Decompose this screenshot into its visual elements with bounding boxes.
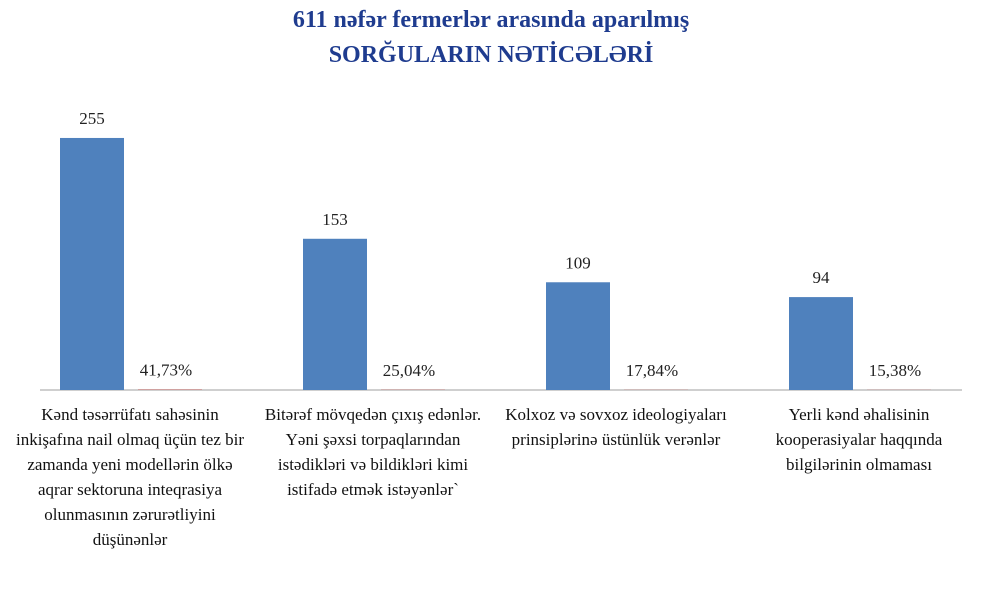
bar	[546, 282, 610, 390]
bar	[303, 238, 367, 390]
chart-title: 611 nəfər fermerlər arasında aparılmış	[293, 7, 689, 33]
bar	[789, 297, 853, 390]
data-label: 25,04%	[383, 361, 435, 380]
x-tick-label: Kənd təsərrüfatı sahəsinin inkişafına na…	[15, 405, 244, 549]
data-label: 15,38%	[869, 361, 921, 380]
data-label: 153	[322, 210, 348, 229]
x-tick-label: Bitərəf mövqedən çıxış edənlər. Yəni şəx…	[264, 405, 482, 499]
data-label: 255	[79, 109, 105, 128]
x-tick-label: Kolxoz və sovxoz ideologiyaları prinsipl…	[505, 405, 727, 449]
bar	[60, 137, 124, 390]
data-label: 17,84%	[626, 361, 678, 380]
data-label: 94	[813, 268, 831, 287]
chart-subtitle: SORĞULARIN NƏTİCƏLƏRİ	[329, 41, 654, 68]
x-tick-label: Yerli kənd əhalisinin kooperasiyalar haq…	[775, 405, 943, 474]
data-label: 109	[565, 253, 591, 272]
data-label: 41,73%	[140, 361, 192, 380]
